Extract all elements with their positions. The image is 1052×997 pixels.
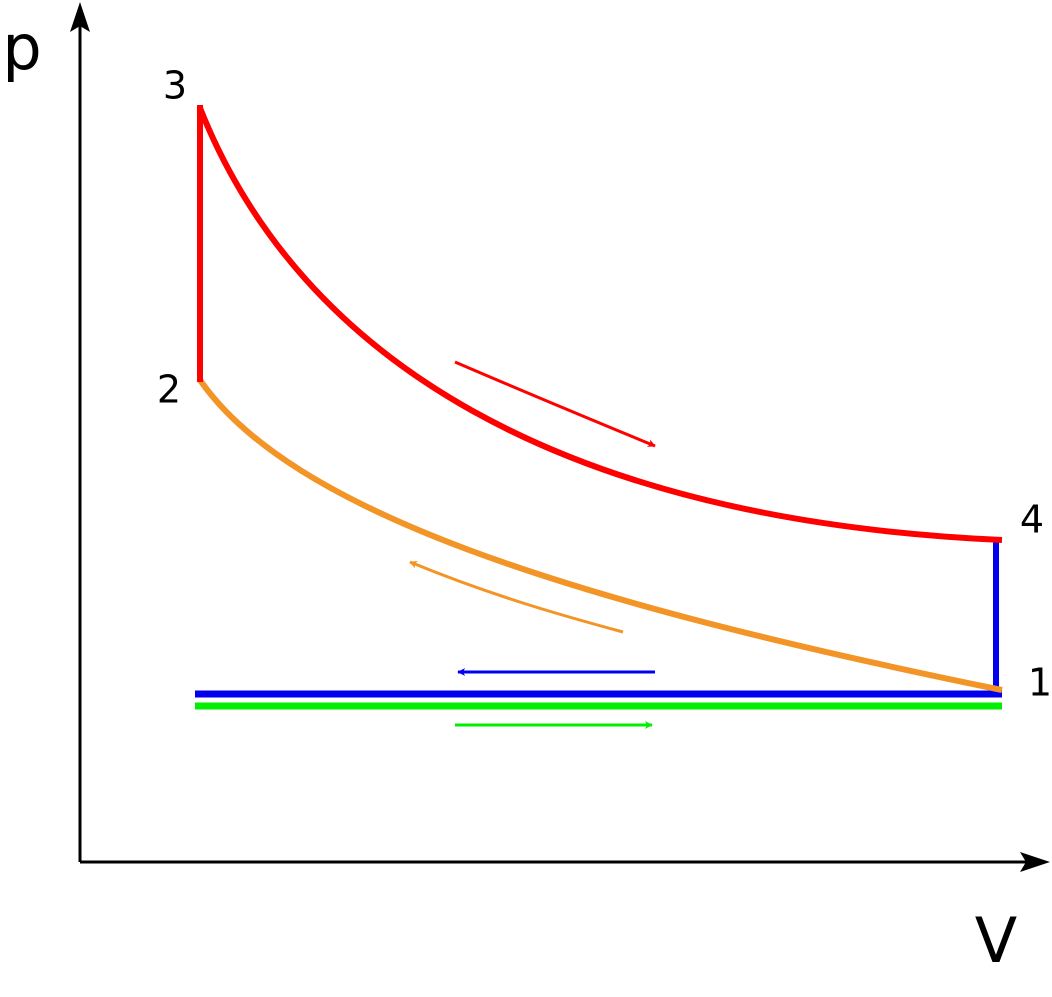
compression-arrow (409, 560, 624, 634)
expansion-curve (197, 106, 1003, 543)
point-label: 4 (1020, 498, 1044, 542)
y-axis-arrow (70, 2, 90, 32)
point-label: 3 (163, 64, 187, 108)
compression-curve (197, 378, 1003, 693)
point-label: 2 (157, 368, 181, 412)
point-label: 1 (1028, 661, 1052, 705)
y-axis-label: p (2, 11, 41, 84)
x-axis-label: V (975, 904, 1017, 977)
expansion-arrow (454, 360, 656, 448)
x-axis-arrow (1020, 852, 1050, 872)
